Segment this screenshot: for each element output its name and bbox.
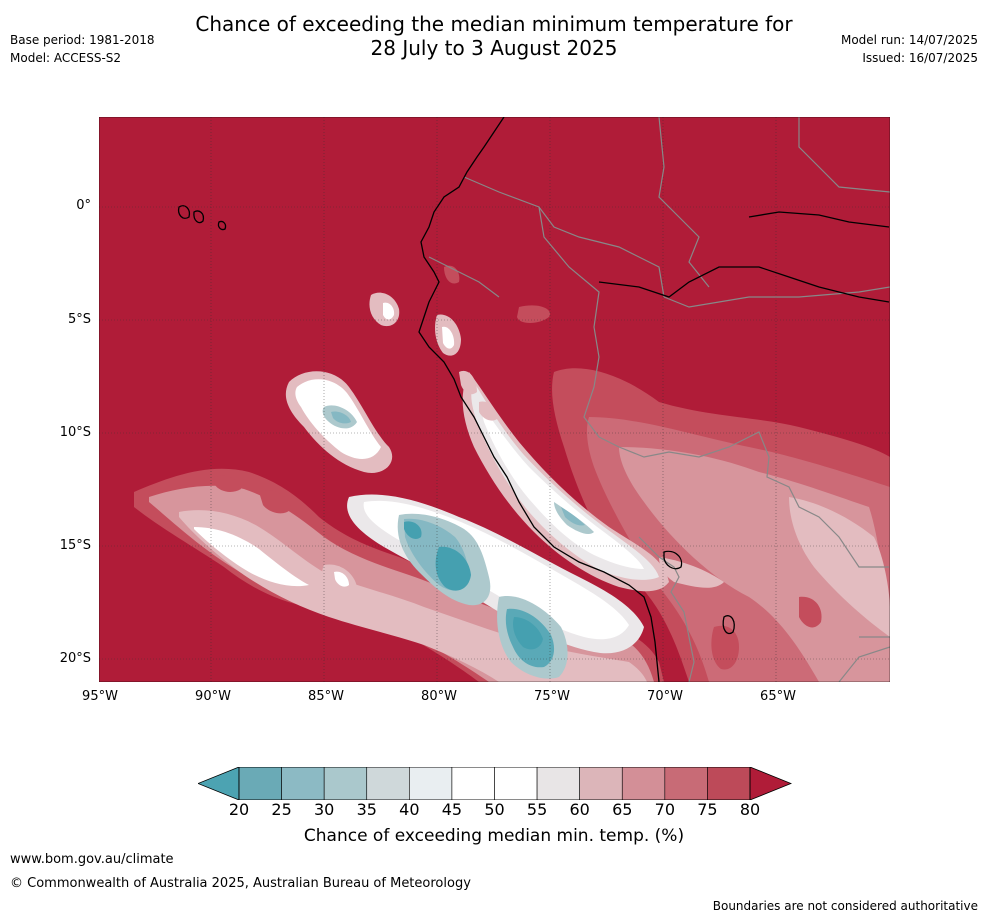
colorbar-low-extend: [198, 767, 240, 800]
colorbar-segment: [664, 767, 708, 800]
colorbar-tick-label: 55: [526, 800, 548, 819]
colorbar-tick-label: 30: [313, 800, 335, 819]
colorbar-tick-label: 65: [612, 800, 633, 819]
colorbar-segment: [238, 767, 282, 800]
lat-label-0: 0°: [76, 198, 91, 213]
colorbar-segment: [451, 767, 495, 800]
colorbar-segment: [536, 767, 580, 800]
footer-url[interactable]: www.bom.gov.au/climate: [10, 852, 174, 867]
lat-label-10s: 10°S: [59, 425, 91, 440]
offshore-blob-north: [285, 371, 393, 473]
base-period-text: Base period: 1981-2018: [10, 33, 155, 47]
meta-left: Base period: 1981-2018 Model: ACCESS-S2: [10, 31, 155, 67]
colorbar-segment: [323, 767, 368, 800]
country-borders: [428, 117, 890, 682]
colorbar-segments: [238, 767, 751, 800]
lon-label-90w: 90°W: [195, 689, 231, 704]
map-title: Chance of exceeding the median minimum t…: [0, 12, 988, 60]
interior-anomaly-field: [552, 368, 890, 682]
lat-label-15s: 15°S: [59, 538, 91, 553]
issued-text: Issued: 16/07/2025: [862, 51, 978, 65]
colorbar-segment: [494, 767, 538, 800]
map-svg: [99, 117, 890, 682]
map-title-line1: Chance of exceeding the median minimum t…: [195, 12, 793, 36]
lon-label-85w: 85°W: [308, 689, 344, 704]
colorbar-tick-label: 40: [399, 800, 420, 819]
colorbar-tick-label: 25: [271, 800, 292, 819]
colorbar-segment: [579, 767, 623, 800]
colorbar-segment: [707, 767, 751, 800]
lon-label-70w: 70°W: [647, 689, 683, 704]
colorbar: [198, 767, 792, 800]
model-text: Model: ACCESS-S2: [10, 51, 122, 65]
colorbar-segment: [409, 767, 453, 800]
lon-label-65w: 65°W: [760, 689, 796, 704]
colorbar-segment: [621, 767, 666, 800]
meta-right: Model run: 14/07/2025 Issued: 16/07/2025: [841, 31, 978, 67]
colorbar-segment: [366, 767, 410, 800]
colorbar-tick-label: 20: [228, 800, 250, 819]
probability-map: [99, 117, 890, 682]
colorbar-high-extend: [749, 767, 792, 800]
colorbar-segment: [281, 767, 325, 800]
lat-label-5s: 5°S: [67, 312, 91, 327]
lon-label-75w: 75°W: [534, 689, 570, 704]
colorbar-tick-label: 60: [569, 800, 590, 819]
colorbar-tick-label: 50: [484, 800, 505, 819]
colorbar-svg: [198, 767, 792, 800]
graticule: [99, 117, 890, 682]
colorbar-frame: [238, 767, 751, 800]
colorbar-tick-label: 80: [739, 800, 761, 819]
lon-label-80w: 80°W: [421, 689, 457, 704]
northern-coastal-features: [369, 265, 550, 421]
footer-disclaimer: Boundaries are not considered authoritat…: [712, 899, 978, 913]
colorbar-tick-label: 45: [441, 800, 463, 819]
lat-label-20s: 20°S: [59, 651, 91, 666]
lon-label-95w: 95°W: [82, 689, 118, 704]
coastlines: [177, 117, 890, 682]
colorbar-tick-label: 70: [654, 800, 675, 819]
colorbar-tick-label: 75: [697, 800, 718, 819]
colorbar-tick-label: 35: [356, 800, 377, 819]
model-run-text: Model run: 14/07/2025: [840, 33, 978, 47]
colorbar-label: Chance of exceeding median min. temp. (%…: [303, 826, 685, 846]
southern-offshore-band: [134, 468, 664, 682]
map-title-line2: 28 July to 3 August 2025: [370, 36, 618, 60]
footer-copyright: © Commonwealth of Australia 2025, Austra…: [10, 876, 471, 891]
